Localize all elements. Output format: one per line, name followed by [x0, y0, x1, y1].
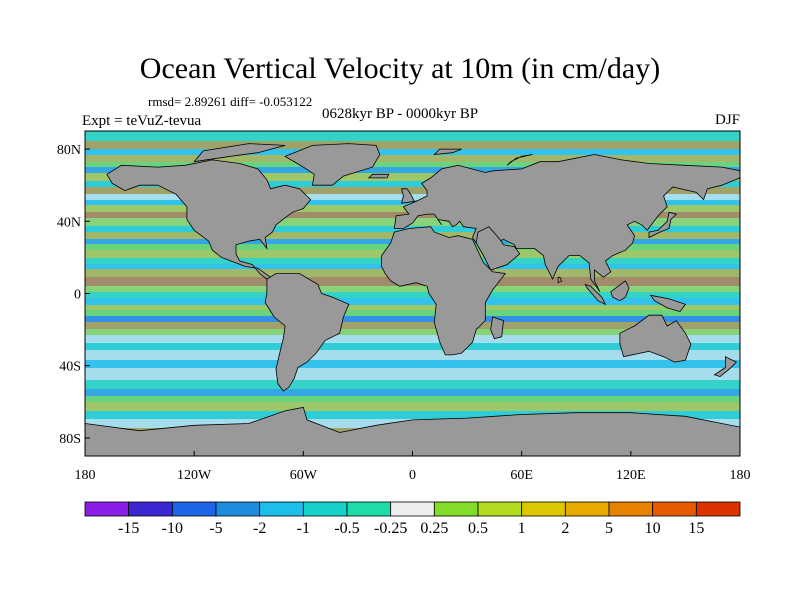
velocity-band — [85, 368, 740, 380]
velocity-band — [85, 181, 740, 187]
lat-tick-label: 40N — [57, 215, 81, 230]
velocity-band — [85, 286, 740, 292]
stats-text: rmsd= 2.89261 diff= -0.053122 — [148, 94, 313, 109]
colorbar-swatch — [259, 501, 304, 517]
velocity-band — [85, 316, 740, 322]
colorbar-swatch — [346, 501, 392, 517]
lat-tick-label: 40S — [59, 360, 81, 375]
colorbar-label: -0.5 — [334, 520, 359, 537]
lon-tick-label: 180 — [75, 468, 96, 483]
sri-lanka-land — [557, 276, 563, 284]
colorbar-label: -15 — [118, 520, 139, 537]
new-zealand-land — [713, 356, 738, 378]
latitude-axis: 80N 40N 0 40S 80S — [57, 143, 90, 447]
japan-land — [648, 211, 678, 239]
novaya-zemlya-land — [506, 154, 533, 166]
longitude-axis: 180 120W 60W 0 60E 120E 180 — [75, 451, 751, 483]
australia-land — [619, 314, 692, 363]
velocity-band — [85, 131, 740, 141]
experiment-text: Expt = teVuZ-tevua — [82, 113, 202, 129]
velocity-band — [85, 360, 740, 368]
eurasia-land — [393, 154, 740, 292]
lon-tick-label: 0 — [409, 468, 416, 483]
colorbar-label: 0.25 — [420, 520, 448, 537]
colorbar-label: 1 — [518, 520, 526, 537]
velocity-band — [85, 343, 740, 350]
velocity-band — [85, 380, 740, 389]
lon-tick-label: 180 — [730, 468, 751, 483]
colorbar-swatch — [521, 501, 566, 517]
velocity-band — [85, 350, 740, 360]
colorbar-label: -1 — [297, 520, 310, 537]
lon-tick-label: 60W — [290, 468, 318, 483]
velocity-band — [85, 162, 740, 167]
arabia-block-land — [475, 226, 521, 271]
colorbar-label: 10 — [645, 520, 661, 537]
sumatra-land — [584, 283, 607, 306]
colorbar-label: 15 — [688, 520, 704, 537]
velocity-band — [85, 411, 740, 419]
colorbar-swatch — [171, 501, 217, 517]
period-text: 0628kyr BP - 0000kyr BP — [322, 106, 479, 122]
colorbar-swatch — [128, 501, 173, 517]
velocity-band — [85, 389, 740, 396]
colorbar-swatch — [608, 501, 654, 517]
velocity-band — [85, 310, 740, 316]
borneo-land — [610, 280, 630, 302]
velocity-band — [85, 305, 740, 310]
velocity-band — [85, 141, 740, 149]
british-isles-land — [401, 188, 415, 204]
lon-tick-label: 120E — [616, 468, 646, 483]
colorbar-swatch — [477, 501, 523, 517]
colorbar-label: 5 — [605, 520, 613, 537]
velocity-band — [85, 298, 740, 305]
madagascar-land — [490, 316, 504, 340]
new-guinea-land — [649, 294, 687, 313]
colorbar-swatch — [695, 501, 741, 517]
map-panel — [84, 130, 741, 457]
colorbar-swatch — [433, 501, 479, 517]
colorbar-swatch — [390, 501, 435, 517]
lat-tick-label: 0 — [74, 288, 81, 303]
colorbar-label: -5 — [209, 520, 222, 537]
velocity-band — [85, 155, 740, 162]
colorbar-swatch — [215, 501, 261, 517]
colorbar-swatch — [564, 501, 610, 517]
land-masses — [85, 143, 740, 456]
velocity-band — [85, 167, 740, 173]
south-america-land — [264, 273, 350, 392]
velocity-band — [85, 329, 740, 335]
colorbar-label: -2 — [253, 520, 266, 537]
velocity-band — [85, 292, 740, 298]
colorbar-swatch — [302, 501, 348, 517]
velocity-band — [85, 149, 740, 155]
velocity-band — [85, 396, 740, 402]
velocity-band — [85, 322, 740, 329]
lat-tick-label: 80N — [57, 143, 81, 158]
colorbar-label: -0.25 — [374, 520, 407, 537]
greenland-land — [284, 143, 381, 186]
antarctica-land — [85, 406, 740, 456]
africa-land — [381, 226, 507, 356]
colorbar-swatch — [652, 501, 697, 517]
canadian-archipelago-land — [193, 143, 286, 163]
lat-tick-label: 80S — [59, 432, 81, 447]
colorbar-label: 0.5 — [468, 520, 488, 537]
svalbard-land — [433, 148, 462, 156]
season-text: DJF — [714, 112, 740, 128]
velocity-band — [85, 335, 740, 343]
figure-title: Ocean Vertical Velocity at 10m (in cm/da… — [139, 52, 661, 85]
colorbar: -15 -10 -5 -2 -1 -0.5 -0.25 0.25 0.5 1 2 5 10 15 — [84, 501, 741, 537]
velocity-band — [85, 187, 740, 194]
iceland-land — [367, 173, 390, 179]
velocity-band — [85, 173, 740, 181]
velocity-band — [85, 402, 740, 411]
colorbar-label: -10 — [162, 520, 183, 537]
north-america-land — [106, 159, 312, 280]
lon-tick-label: 60E — [510, 468, 533, 483]
lon-tick-label: 120W — [177, 468, 212, 483]
colorbar-swatch — [84, 501, 130, 517]
colorbar-label: 2 — [561, 520, 569, 537]
